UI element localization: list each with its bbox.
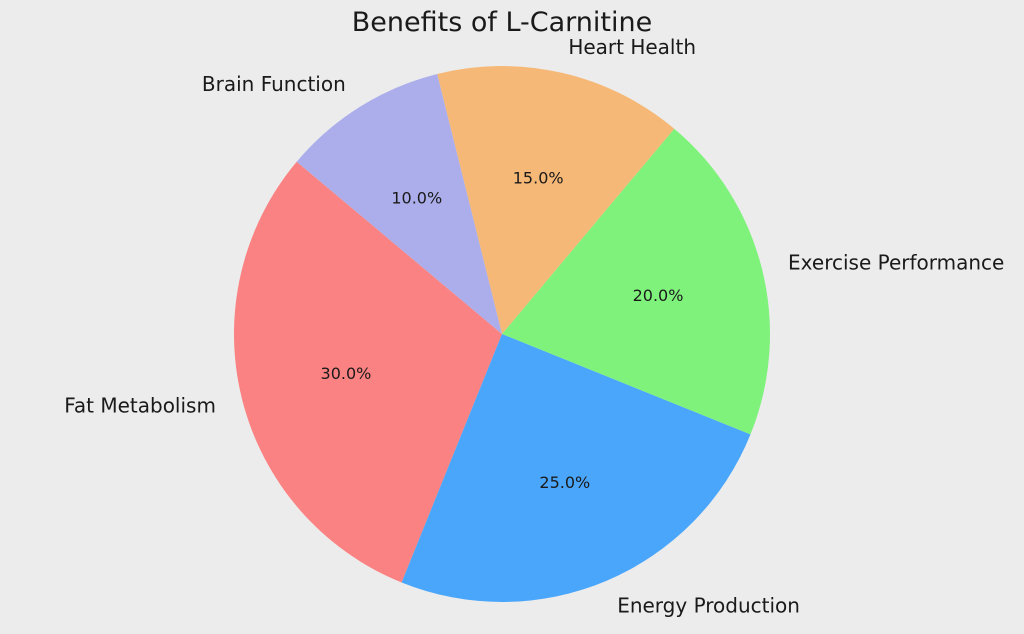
slice-percent-label: 30.0%	[321, 364, 372, 383]
pie-slice-energy-production	[401, 334, 751, 602]
slice-label: Exercise Performance	[788, 251, 1004, 275]
slice-label: Heart Health	[568, 35, 696, 59]
pie-slice-heart-health	[437, 65, 675, 334]
chart-title: Benefits of L-Carnitine	[352, 7, 652, 38]
slice-percent-label: 25.0%	[539, 473, 590, 492]
slice-percent-label: 10.0%	[391, 189, 442, 208]
slice-label: Fat Metabolism	[64, 393, 216, 417]
pie-slice-brain-function	[296, 73, 502, 334]
pie-slice-exercise-performance	[502, 128, 770, 435]
slice-label: Energy Production	[617, 593, 800, 617]
slice-label: Brain Function	[202, 72, 346, 96]
pie-slice-fat-metabolism	[233, 161, 502, 583]
slice-percent-label: 15.0%	[513, 168, 564, 187]
slice-percent-label: 20.0%	[633, 286, 684, 305]
